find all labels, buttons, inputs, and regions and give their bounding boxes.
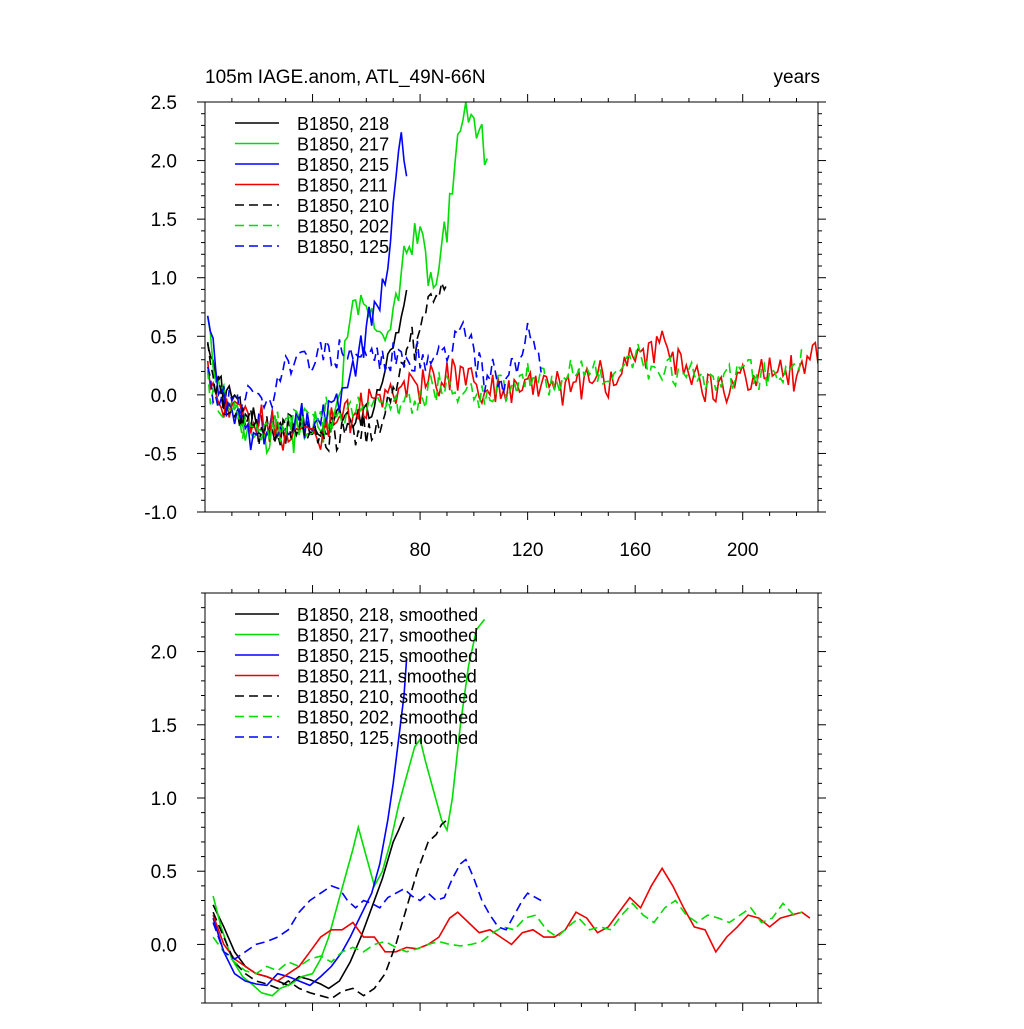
legend-label: B1850, 210, smoothed xyxy=(297,687,478,707)
series-line-b1850-125 xyxy=(206,319,542,418)
y-tick-label: 1.5 xyxy=(151,716,177,737)
chart-title: 105m IAGE.anom, ATL_49N-66N xyxy=(205,67,486,88)
y-tick-label: -1.0 xyxy=(144,503,177,524)
legend-label: B1850, 125 xyxy=(297,237,389,257)
legend-label: B1850, 218, smoothed xyxy=(297,605,478,625)
x-tick-label: 40 xyxy=(302,540,323,561)
y-tick-label: 0.0 xyxy=(151,935,177,956)
smoothed-panel: 0.00.51.01.52.0 B1850, 218, smoothedB185… xyxy=(151,585,826,1011)
x-tick-label: 120 xyxy=(512,540,544,561)
x-tick-label: 200 xyxy=(727,540,759,561)
series-line-b1850-202-smoothed xyxy=(212,899,803,975)
series-line-b1850-211 xyxy=(206,330,818,451)
raw-plot-frame xyxy=(204,101,819,513)
smoothed-plot-frame xyxy=(204,592,819,1004)
legend-label: B1850, 217, smoothed xyxy=(297,626,478,646)
y-tick-label: 2.0 xyxy=(151,152,177,173)
legend-label: B1850, 125, smoothed xyxy=(297,728,478,748)
y-tick-label: 2.0 xyxy=(151,643,177,664)
series-line-b1850-210 xyxy=(206,279,448,454)
y-tick-label: 0.5 xyxy=(151,862,177,883)
units-label: years xyxy=(774,67,820,88)
legend-label: B1850, 211 xyxy=(297,176,388,196)
raw-panel: 40 80 120 160 200-1.0-0.50.00.51.01.52.02.5 … xyxy=(144,93,826,561)
smoothed-axes: 0.0 0.5 1.0 1.5 2.0 xyxy=(151,585,826,1011)
legend-label: B1850, 202, smoothed xyxy=(297,708,478,728)
raw-series-group xyxy=(206,102,818,456)
series-line-b1850-217-smoothed xyxy=(212,618,486,997)
y-tick-label: 0.5 xyxy=(151,327,177,348)
legend-label: B1850, 218 xyxy=(297,114,389,134)
series-line-b1850-211-smoothed xyxy=(212,866,811,982)
series-line-b1850-125-smoothed xyxy=(212,858,542,961)
raw-axes: 40 80 120 160 200 -1.0 -0.5 0.0 0.5 1.0 1.5 2.0 2.5 xyxy=(144,93,826,561)
series-line-b1850-217 xyxy=(206,102,489,456)
legend-label: B1850, 202 xyxy=(297,217,389,237)
legend-label: B1850, 215 xyxy=(297,155,389,175)
y-tick-label: -0.5 xyxy=(144,444,177,465)
series-line-b1850-210-smoothed xyxy=(212,819,448,1000)
legend-label: B1850, 215, smoothed xyxy=(297,646,478,666)
y-tick-label: 1.0 xyxy=(151,269,177,290)
legend-label: B1850, 211, smoothed xyxy=(297,667,477,687)
x-tick-label: 80 xyxy=(410,540,431,561)
series-line-b1850-215-smoothed xyxy=(212,658,408,987)
x-tick-label: 160 xyxy=(619,540,651,561)
smoothed-series-group xyxy=(212,618,811,1000)
y-tick-label: 1.5 xyxy=(151,210,177,231)
y-tick-label: 0.0 xyxy=(151,386,177,407)
legend-label: B1850, 217 xyxy=(297,135,389,155)
y-tick-label: 2.5 xyxy=(151,93,177,114)
y-tick-label: 1.0 xyxy=(151,789,177,810)
legend-label: B1850, 210 xyxy=(297,196,389,216)
